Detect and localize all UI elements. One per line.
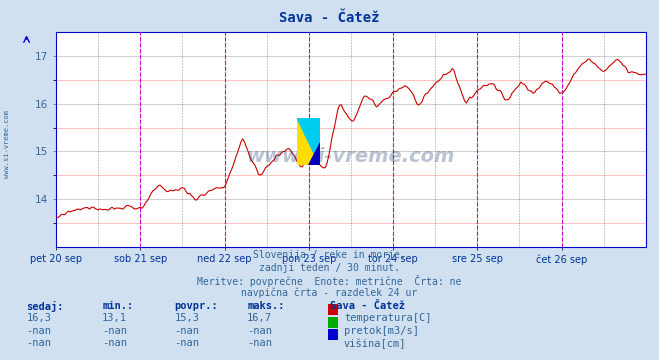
Text: 16,7: 16,7 bbox=[247, 313, 272, 323]
Text: višina[cm]: višina[cm] bbox=[344, 338, 407, 349]
Text: -nan: -nan bbox=[247, 326, 272, 336]
Polygon shape bbox=[308, 141, 320, 165]
Text: www.si-vreme.com: www.si-vreme.com bbox=[246, 147, 455, 166]
Text: 13,1: 13,1 bbox=[102, 313, 127, 323]
Polygon shape bbox=[297, 118, 320, 165]
Text: -nan: -nan bbox=[26, 326, 51, 336]
Text: temperatura[C]: temperatura[C] bbox=[344, 313, 432, 323]
Text: -nan: -nan bbox=[175, 338, 200, 348]
Text: Meritve: povprečne  Enote: metrične  Črta: ne: Meritve: povprečne Enote: metrične Črta:… bbox=[197, 275, 462, 287]
Text: -nan: -nan bbox=[102, 326, 127, 336]
Text: -nan: -nan bbox=[175, 326, 200, 336]
Text: -nan: -nan bbox=[102, 338, 127, 348]
Text: -nan: -nan bbox=[247, 338, 272, 348]
Text: 15,3: 15,3 bbox=[175, 313, 200, 323]
Text: www.si-vreme.com: www.si-vreme.com bbox=[3, 110, 10, 178]
Text: zadnji teden / 30 minut.: zadnji teden / 30 minut. bbox=[259, 263, 400, 273]
Text: povpr.:: povpr.: bbox=[175, 301, 218, 311]
Polygon shape bbox=[297, 118, 320, 165]
Text: pretok[m3/s]: pretok[m3/s] bbox=[344, 326, 419, 336]
Text: -nan: -nan bbox=[26, 338, 51, 348]
Text: Slovenija / reke in morje.: Slovenija / reke in morje. bbox=[253, 250, 406, 260]
Text: sedaj:: sedaj: bbox=[26, 301, 64, 312]
Text: maks.:: maks.: bbox=[247, 301, 285, 311]
Text: Sava - Čatež: Sava - Čatež bbox=[330, 301, 405, 311]
Text: Sava - Čatež: Sava - Čatež bbox=[279, 11, 380, 25]
Text: 16,3: 16,3 bbox=[26, 313, 51, 323]
Text: navpična črta - razdelek 24 ur: navpična črta - razdelek 24 ur bbox=[241, 287, 418, 298]
Text: min.:: min.: bbox=[102, 301, 133, 311]
